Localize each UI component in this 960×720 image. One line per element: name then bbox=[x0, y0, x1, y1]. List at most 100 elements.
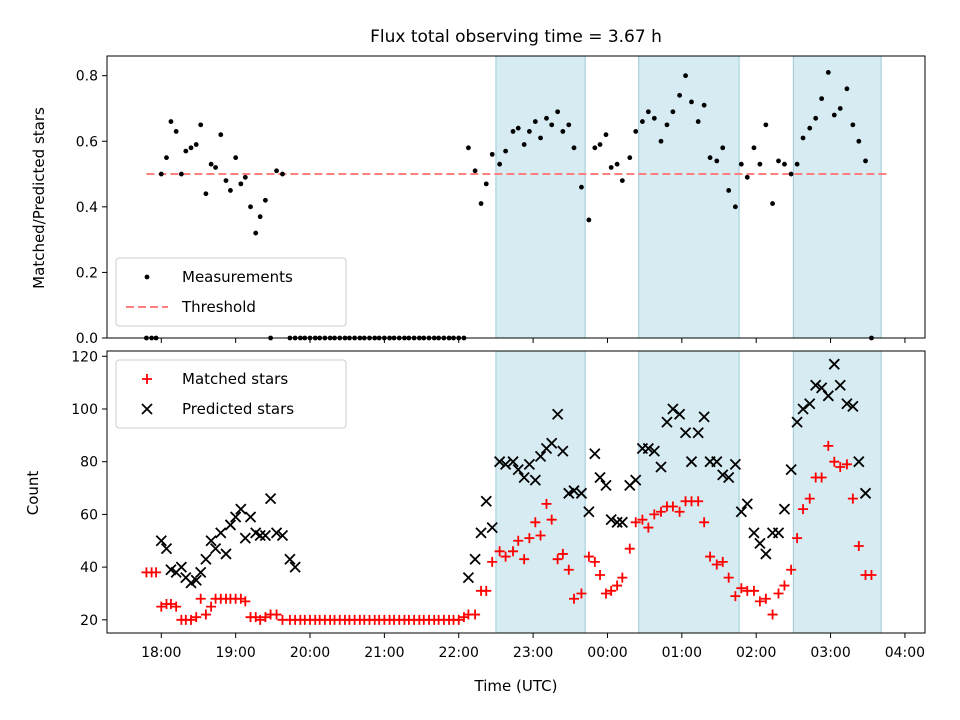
data-point bbox=[579, 184, 584, 190]
data-point bbox=[208, 161, 214, 167]
data-point bbox=[566, 122, 572, 128]
x-tick-label: 04:00 bbox=[885, 645, 925, 661]
data-point bbox=[748, 585, 759, 596]
data-point bbox=[866, 570, 877, 581]
data-point bbox=[779, 580, 790, 591]
data-point bbox=[642, 442, 655, 455]
shaded-interval bbox=[638, 350, 740, 634]
data-point bbox=[677, 92, 682, 98]
data-point bbox=[186, 614, 197, 625]
data-point bbox=[751, 145, 757, 151]
data-point bbox=[183, 148, 189, 154]
data-point bbox=[557, 445, 569, 457]
data-point bbox=[828, 358, 840, 370]
data-point bbox=[209, 543, 222, 555]
data-point bbox=[190, 574, 202, 586]
data-point bbox=[284, 553, 296, 565]
data-point bbox=[655, 461, 667, 473]
y-tick-label: 0.2 bbox=[76, 265, 98, 281]
data-point bbox=[767, 609, 778, 620]
data-point bbox=[760, 548, 772, 560]
data-point bbox=[853, 456, 865, 468]
data-point bbox=[546, 437, 558, 449]
data-point bbox=[568, 485, 580, 497]
data-point bbox=[534, 450, 547, 463]
data-point bbox=[481, 585, 492, 596]
y-tick-label: 120 bbox=[71, 349, 98, 365]
data-point bbox=[633, 129, 639, 134]
data-point bbox=[822, 390, 834, 402]
data-point bbox=[624, 543, 635, 554]
data-point bbox=[254, 529, 266, 542]
legend-label: Measurements bbox=[182, 268, 293, 286]
data-point bbox=[853, 541, 864, 552]
data-point bbox=[530, 517, 541, 528]
bottom-y-axis-label: Count bbox=[24, 471, 42, 516]
data-point bbox=[560, 129, 566, 134]
data-point bbox=[218, 132, 224, 138]
legend-marker-symbol bbox=[144, 274, 150, 280]
data-point bbox=[748, 527, 760, 539]
data-point bbox=[589, 556, 600, 567]
data-point bbox=[239, 532, 251, 544]
data-point bbox=[627, 155, 633, 161]
x-tick-label: 21:00 bbox=[364, 645, 404, 661]
data-point bbox=[829, 456, 840, 467]
data-point bbox=[595, 570, 606, 581]
data-point bbox=[469, 553, 481, 565]
data-point bbox=[738, 161, 744, 167]
data-point bbox=[589, 448, 601, 460]
data-point bbox=[205, 535, 217, 547]
data-point bbox=[797, 403, 809, 415]
data-point bbox=[754, 537, 766, 550]
data-point bbox=[673, 408, 686, 420]
data-point bbox=[264, 492, 277, 505]
data-point bbox=[213, 165, 218, 170]
data-point bbox=[271, 609, 282, 620]
data-point bbox=[744, 174, 750, 180]
data-point bbox=[503, 148, 508, 154]
data-point bbox=[786, 564, 797, 575]
data-point bbox=[841, 398, 853, 410]
data-point bbox=[253, 230, 259, 236]
data-point bbox=[637, 514, 648, 525]
data-point bbox=[735, 506, 747, 518]
data-point bbox=[230, 511, 242, 523]
shaded-interval bbox=[638, 55, 740, 339]
data-point bbox=[651, 115, 657, 121]
data-point bbox=[453, 614, 464, 625]
axes-frame bbox=[106, 55, 926, 339]
x-tick-label: 19:00 bbox=[215, 645, 255, 661]
data-point bbox=[475, 527, 487, 539]
x-tick-label: 02:00 bbox=[736, 645, 776, 661]
data-point bbox=[486, 521, 498, 534]
legend-box bbox=[115, 257, 347, 327]
data-point bbox=[695, 119, 701, 124]
data-point bbox=[535, 530, 546, 541]
data-point bbox=[478, 201, 484, 206]
data-point bbox=[825, 69, 831, 75]
data-point bbox=[494, 456, 506, 468]
data-point bbox=[726, 188, 732, 193]
data-point bbox=[823, 440, 834, 451]
data-point bbox=[617, 572, 628, 583]
shaded-interval bbox=[495, 55, 586, 339]
legend: Matched stars Predicted stars bbox=[115, 359, 347, 429]
data-point bbox=[586, 217, 592, 223]
data-point bbox=[711, 559, 722, 570]
data-point bbox=[819, 96, 825, 102]
data-point bbox=[834, 379, 846, 391]
data-point bbox=[667, 501, 678, 512]
data-point bbox=[674, 506, 685, 517]
legend-label: Threshold bbox=[181, 298, 256, 316]
data-point bbox=[151, 567, 162, 578]
data-point bbox=[274, 168, 279, 174]
data-point bbox=[238, 181, 244, 187]
data-point bbox=[173, 129, 179, 134]
shaded-interval bbox=[792, 55, 882, 339]
data-point bbox=[546, 514, 557, 525]
y-tick-label: 60 bbox=[80, 507, 98, 523]
data-point bbox=[270, 527, 283, 539]
data-point bbox=[523, 458, 536, 470]
